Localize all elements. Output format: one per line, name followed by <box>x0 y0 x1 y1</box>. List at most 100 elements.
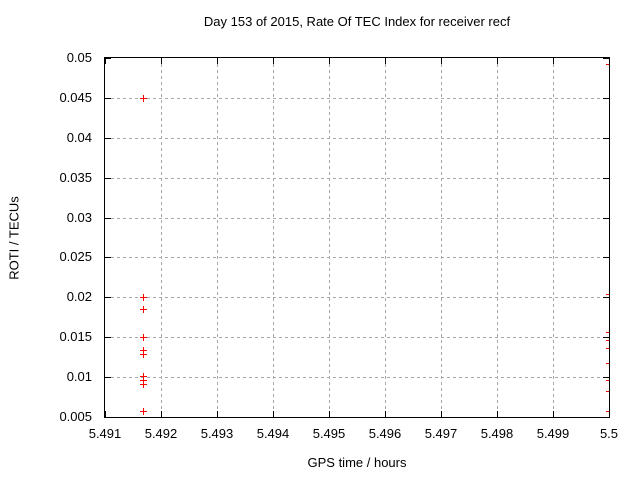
x-tick-top <box>553 58 554 64</box>
x-gridline <box>161 58 162 417</box>
x-tick-top <box>441 58 442 64</box>
x-axis-label: GPS time / hours <box>307 455 407 470</box>
y-tick-label: 0.045 <box>59 90 92 105</box>
x-tick-bottom <box>273 411 274 417</box>
y-tick-right <box>603 337 609 338</box>
y-tick-left <box>105 297 111 298</box>
x-tick-label: 5.493 <box>200 426 234 441</box>
x-tick-bottom <box>105 411 106 417</box>
data-point <box>140 347 147 354</box>
x-tick-label: 5.495 <box>312 426 346 441</box>
x-gridline <box>497 58 498 417</box>
y-gridline <box>105 178 609 179</box>
y-tick-right <box>603 138 609 139</box>
data-point <box>606 337 609 344</box>
y-tick-left <box>105 417 111 418</box>
data-point <box>140 306 147 313</box>
y-gridline <box>105 297 609 298</box>
y-tick-left <box>105 58 111 59</box>
x-tick-top <box>497 58 498 64</box>
y-tick-right <box>603 98 609 99</box>
y-tick-left <box>105 218 111 219</box>
y-gridline <box>105 257 609 258</box>
y-gridline <box>105 218 609 219</box>
x-tick-label: 5.494 <box>256 426 290 441</box>
data-point <box>606 408 609 415</box>
x-tick-bottom <box>329 411 330 417</box>
y-tick-right <box>603 297 609 298</box>
y-tick-label: 0.02 <box>66 289 92 304</box>
y-gridline <box>105 98 609 99</box>
y-gridline <box>105 377 609 378</box>
x-gridline <box>329 58 330 417</box>
y-tick-right <box>603 58 609 59</box>
x-tick-label: 5.497 <box>424 426 458 441</box>
y-tick-label: 0.04 <box>66 130 92 145</box>
y-tick-left <box>105 257 111 258</box>
data-point <box>140 334 147 341</box>
x-gridline <box>217 58 218 417</box>
y-tick-label: 0.005 <box>59 409 92 424</box>
x-tick-bottom <box>217 411 218 417</box>
chart-title: Day 153 of 2015, Rate Of TEC Index for r… <box>203 14 511 29</box>
x-tick-bottom <box>497 411 498 417</box>
y-tick-left <box>105 377 111 378</box>
data-point <box>606 360 609 367</box>
plot-area <box>104 57 610 418</box>
x-tick-label: 5.491 <box>88 426 122 441</box>
data-point <box>140 351 147 358</box>
x-tick-label: 5.492 <box>144 426 178 441</box>
data-point <box>606 388 609 395</box>
data-point <box>606 291 609 298</box>
y-gridline <box>105 337 609 338</box>
x-tick-bottom <box>441 411 442 417</box>
x-tick-label: 5.5 <box>599 426 619 441</box>
x-tick-bottom <box>609 411 610 417</box>
data-point <box>606 329 609 336</box>
y-tick-label: 0.03 <box>66 210 92 225</box>
x-tick-top <box>161 58 162 64</box>
y-tick-left <box>105 138 111 139</box>
y-axis-label: ROTI / TECUs <box>6 196 22 280</box>
y-gridline <box>105 138 609 139</box>
data-point <box>606 377 609 384</box>
data-point <box>140 95 147 102</box>
x-tick-top <box>217 58 218 64</box>
x-tick-top <box>609 58 610 64</box>
x-gridline <box>273 58 274 417</box>
y-tick-left <box>105 178 111 179</box>
y-tick-right <box>603 257 609 258</box>
data-point <box>140 294 147 301</box>
y-tick-label: 0.035 <box>59 170 92 185</box>
y-tick-label: 0.01 <box>66 369 92 384</box>
x-tick-top <box>329 58 330 64</box>
x-tick-bottom <box>161 411 162 417</box>
x-gridline <box>385 58 386 417</box>
data-point <box>140 381 147 388</box>
x-gridline <box>441 58 442 417</box>
x-tick-label: 5.499 <box>536 426 570 441</box>
data-point <box>606 61 609 68</box>
y-tick-right <box>603 178 609 179</box>
data-point <box>140 408 147 415</box>
data-point <box>140 373 147 380</box>
x-tick-bottom <box>385 411 386 417</box>
x-tick-top <box>105 58 106 64</box>
x-tick-top <box>385 58 386 64</box>
x-tick-label: 5.498 <box>480 426 514 441</box>
y-tick-left <box>105 337 111 338</box>
y-tick-right <box>603 417 609 418</box>
x-tick-bottom <box>553 411 554 417</box>
data-point <box>606 345 609 352</box>
x-tick-top <box>273 58 274 64</box>
x-gridline <box>553 58 554 417</box>
y-tick-label: 0.015 <box>59 329 92 344</box>
data-point <box>140 377 147 384</box>
y-tick-label: 0.025 <box>59 249 92 264</box>
x-tick-label: 5.496 <box>368 426 402 441</box>
y-tick-right <box>603 218 609 219</box>
y-tick-right <box>603 377 609 378</box>
y-tick-left <box>105 98 111 99</box>
y-tick-label: 0.05 <box>66 50 92 65</box>
